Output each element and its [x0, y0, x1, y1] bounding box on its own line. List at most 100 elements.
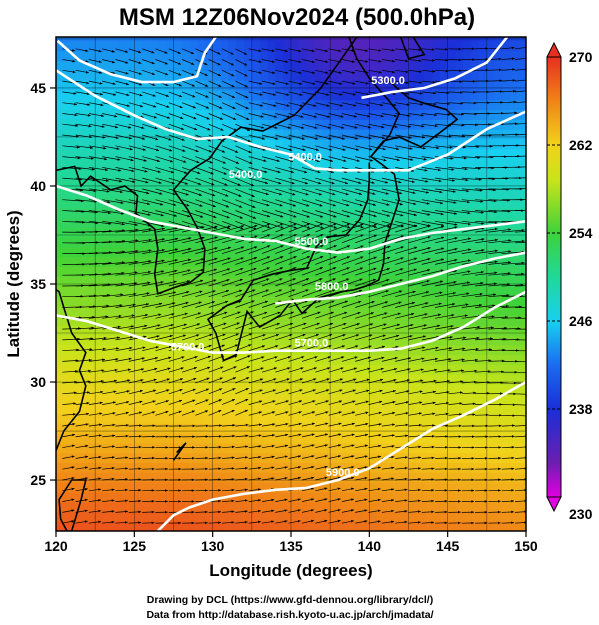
field-cell	[204, 99, 214, 111]
wind-arrowhead	[298, 444, 302, 447]
wind-arrowhead	[298, 422, 302, 426]
wind-arrowhead	[326, 378, 330, 381]
field-cell	[330, 148, 339, 160]
field-cell	[322, 393, 331, 405]
field-cell	[306, 40, 316, 52]
wind-arrow	[142, 292, 163, 298]
field-cell	[298, 129, 308, 140]
field-cell	[165, 393, 175, 405]
wind-arrowhead	[347, 225, 351, 229]
wind-arrow	[328, 134, 345, 140]
field-cell	[228, 217, 237, 228]
field-cell	[369, 374, 378, 385]
field-cell	[228, 315, 237, 326]
field-cell	[95, 315, 104, 326]
field-cell	[377, 129, 386, 140]
field-cell	[314, 472, 323, 483]
wind-arrowhead	[319, 267, 323, 270]
field-cell	[432, 501, 441, 512]
field-cell	[392, 423, 402, 434]
field-cell	[165, 511, 175, 522]
field-cell	[79, 168, 88, 179]
field-cell	[314, 423, 323, 434]
field-cell	[118, 374, 128, 385]
wind-arrow	[275, 177, 295, 185]
wind-arrowhead	[339, 82, 342, 85]
field-cell	[228, 99, 237, 111]
field-cell	[494, 354, 504, 365]
wind-arrowhead	[333, 234, 337, 237]
wind-arrowhead	[319, 204, 323, 207]
wind-arrowhead	[105, 315, 109, 318]
field-cell	[330, 521, 339, 531]
field-cell	[87, 413, 96, 424]
field-cell	[251, 521, 261, 531]
field-cell	[228, 511, 237, 522]
field-cell	[244, 364, 253, 375]
field-cell	[95, 178, 104, 189]
field-cell	[134, 423, 143, 434]
field-cell	[189, 276, 198, 287]
field-cell	[283, 70, 292, 81]
wind-arrowhead	[187, 214, 190, 218]
field-cell	[63, 266, 73, 277]
field-cell	[56, 40, 65, 52]
field-cell	[330, 80, 339, 91]
field-cell	[283, 325, 292, 336]
wind-arrowhead	[135, 250, 139, 253]
field-cell	[432, 433, 441, 444]
field-cell	[150, 462, 159, 473]
wind-arrow	[328, 323, 347, 330]
field-cell	[400, 452, 410, 463]
field-cell	[330, 60, 339, 71]
field-cell	[392, 266, 402, 277]
field-cell	[345, 423, 355, 434]
field-cell	[338, 50, 347, 62]
field-cell	[338, 148, 347, 160]
field-cell	[510, 344, 519, 356]
field-cell	[197, 364, 206, 375]
wind-arrowhead	[125, 456, 129, 459]
field-cell	[385, 335, 394, 346]
field-cell	[63, 217, 73, 228]
field-cell	[79, 50, 88, 62]
field-cell	[236, 178, 245, 189]
wind-arrow	[155, 167, 174, 174]
field-cell	[486, 158, 496, 169]
field-cell	[479, 462, 488, 473]
field-cell	[408, 442, 417, 454]
field-cell	[267, 168, 276, 179]
field-cell	[204, 60, 214, 71]
field-cell	[322, 295, 331, 307]
wind-arrow	[301, 220, 324, 229]
field-cell	[79, 325, 88, 336]
field-cell	[447, 413, 457, 424]
field-cell	[244, 286, 253, 297]
field-cell	[79, 423, 88, 434]
field-cell	[432, 384, 441, 395]
wind-arrow	[328, 300, 349, 308]
field-cell	[416, 315, 425, 326]
field-cell	[165, 178, 175, 189]
field-cell	[283, 491, 292, 503]
field-cell	[432, 315, 441, 326]
field-cell	[494, 99, 504, 111]
field-cell	[369, 491, 378, 503]
field-cell	[173, 227, 182, 238]
field-cell	[377, 168, 386, 179]
field-cell	[322, 129, 331, 140]
field-cell	[408, 521, 417, 531]
field-cell	[408, 129, 417, 140]
wind-arrowhead	[98, 488, 102, 491]
field-cell	[165, 80, 175, 91]
field-cell	[212, 70, 222, 81]
field-cell	[251, 227, 261, 238]
wind-arrowhead	[98, 60, 102, 63]
field-cell	[400, 60, 410, 71]
field-cell	[87, 472, 96, 483]
field-cell	[236, 521, 245, 531]
wind-arrowhead	[263, 159, 267, 162]
field-cell	[314, 266, 323, 277]
field-cell	[494, 148, 504, 160]
